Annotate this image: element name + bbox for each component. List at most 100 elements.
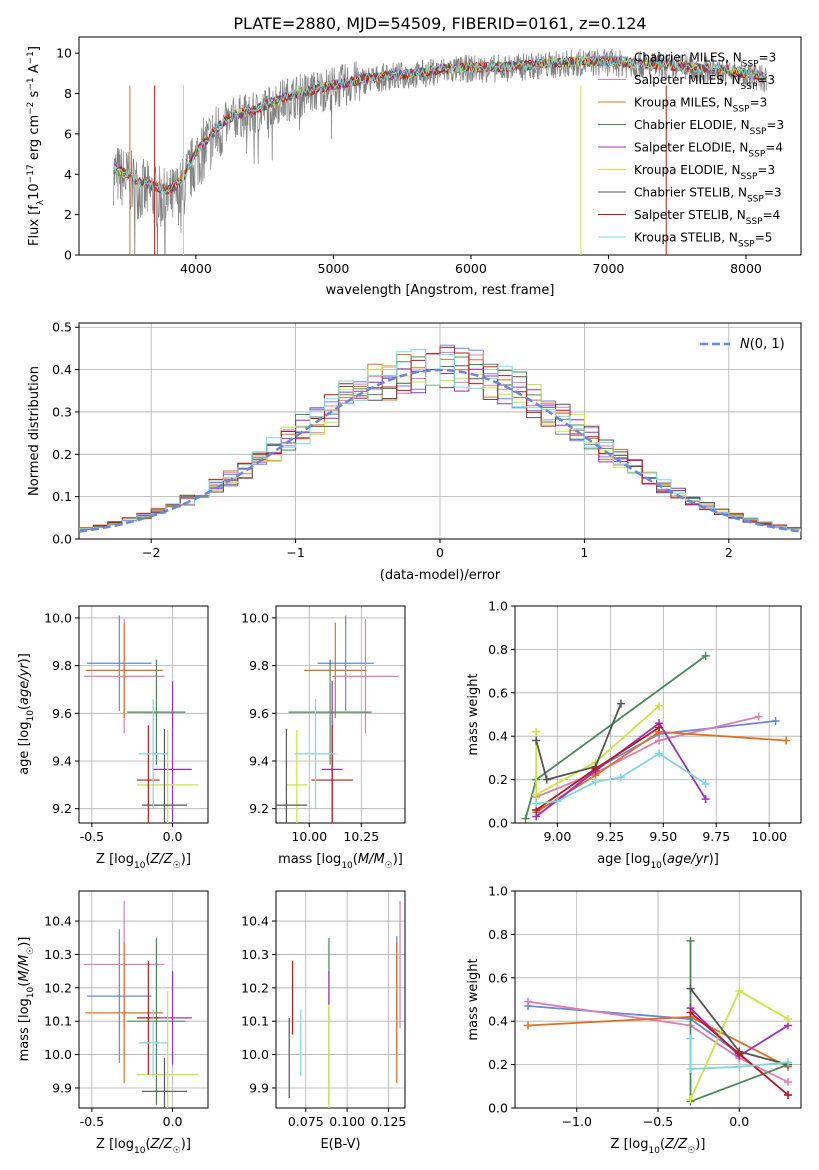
x-tick-label: 8000	[730, 261, 762, 276]
y-tick-label: 10.1	[44, 1014, 72, 1029]
mass-vs-ebv-axes: 0.075 0.100 0.125 9.9 10.0 10.1 10.2 10.3 10.4 E(…	[241, 890, 407, 1152]
mass-weight-vs-Z-axes: −1.0 −0.5 0.0 0.0 0.2 0.4 0.6 0.8 1.0 Z [log10(Z/…	[466, 884, 802, 1156]
normal-reference-curve	[79, 368, 801, 533]
y-tick-label: 9.9	[249, 1080, 269, 1095]
y-tick-label: 9.4	[52, 754, 72, 769]
x-tick-label: −1.0	[562, 1114, 592, 1129]
mass-vs-Z-axes: -0.5 0.0 9.9 10.0 10.1 10.2 10.3 10.4 Z [log10(Z…	[17, 890, 209, 1156]
age-vs-mass-axes: 10.00 10.25 9.2 9.4 9.6 9.8 10.0 mass [log10(M/…	[241, 605, 406, 871]
histogram-bars	[79, 344, 801, 533]
spectrum-legend: Chabrier MILES, NSSP=3 Salpeter MILES, NS…	[598, 51, 784, 250]
mass-weight-vs-Z-lines	[524, 936, 792, 1106]
x-tick-label: 0.125	[371, 1114, 407, 1129]
axes-frame	[275, 605, 406, 824]
weight-marker	[655, 701, 664, 710]
x-tick-label: 0.0	[163, 829, 183, 844]
weight-marker	[686, 1008, 695, 1017]
x-tick-label: 9.75	[702, 829, 730, 844]
y-tick-label: 9.8	[52, 658, 72, 673]
weight-marker	[686, 1064, 695, 1073]
x-tick-label: 6000	[455, 261, 487, 276]
age-vs-mass-errorbars	[276, 615, 399, 823]
legend-label: N(0, 1)	[740, 337, 785, 352]
y-tick-label: 10.2	[44, 980, 72, 995]
y-axis-label: age [log10(age/yr)]	[17, 653, 36, 775]
y-tick-label: 4	[64, 167, 72, 182]
legend-label: Chabrier MILES, NSSP=3	[634, 51, 776, 70]
weight-marker	[591, 777, 600, 786]
x-tick-label: −1	[286, 545, 304, 560]
mass-vs-Z-errorbars	[83, 901, 199, 1108]
y-tick-label: 10.3	[44, 947, 72, 962]
x-axis-label: Z [log10(Z/Z☉)]	[611, 1137, 706, 1156]
weight-series-6	[535, 703, 622, 781]
y-tick-label: 10.0	[241, 610, 269, 625]
y-tick-label: 10.2	[241, 980, 269, 995]
axes-frame	[275, 890, 406, 1109]
y-tick-label: 9.8	[249, 658, 269, 673]
weight-marker	[701, 795, 710, 804]
y-tick-label: 0.4	[488, 729, 508, 744]
weight-marker	[655, 736, 664, 745]
y-tick-label: 6	[64, 126, 72, 141]
y-tick-label: 9.6	[249, 706, 269, 721]
y-tick-label: 8	[64, 86, 72, 101]
weight-marker	[655, 749, 664, 758]
weight-marker	[532, 736, 541, 745]
weight-series-1	[535, 715, 759, 798]
y-tick-label: 0.5	[52, 320, 72, 335]
weight-marker	[735, 986, 744, 995]
x-tick-label: 1	[580, 545, 588, 560]
weight-marker	[784, 1090, 792, 1099]
weight-marker	[771, 717, 780, 726]
x-tick-label: 7000	[593, 261, 625, 276]
weight-marker	[784, 1015, 792, 1024]
residuals-axes: −2 −1 0 1 2 0.0 0.1 0.2 0.3 0.4 0.5 N(0, 1) (data-mo…	[27, 320, 802, 583]
y-tick-label: 10	[56, 46, 72, 61]
y-tick-label: 0.2	[488, 1057, 508, 1072]
legend-label: Kroupa MILES, NSSP=3	[634, 96, 767, 115]
weight-marker	[542, 775, 551, 784]
y-tick-label: 1.0	[488, 884, 508, 899]
legend-label: Kroupa ELODIE, NSSP=3	[634, 163, 775, 182]
axes-frame	[78, 890, 209, 1109]
x-tick-label: 10.00	[751, 829, 787, 844]
y-tick-label: 10.0	[241, 1047, 269, 1062]
x-axis-label: age [log10(age/yr)]	[597, 852, 719, 871]
weight-marker	[701, 779, 710, 788]
weight-marker	[754, 712, 763, 721]
legend-label: Chabrier STELIB, NSSP=3	[634, 186, 782, 205]
weight-marker	[686, 1034, 695, 1043]
y-tick-label: 9.6	[52, 706, 72, 721]
weight-series-4	[535, 721, 707, 818]
weight-marker	[591, 764, 600, 773]
weight-marker	[686, 936, 695, 945]
weight-marker	[532, 727, 541, 736]
axes-frame	[78, 322, 802, 540]
x-tick-label: 5000	[318, 261, 350, 276]
y-tick-label: 9.2	[249, 801, 269, 816]
mass-vs-ebv-errorbars	[288, 901, 401, 1108]
y-tick-label: 0.3	[52, 404, 72, 419]
weight-marker	[735, 1062, 744, 1071]
legend-label: Salpeter ELODIE, NSSP=4	[634, 141, 783, 160]
x-tick-label: 0.0	[729, 1114, 749, 1129]
y-tick-label: 9.4	[249, 754, 269, 769]
weight-series-5	[535, 705, 660, 797]
x-tick-label: 0.0	[163, 1114, 183, 1129]
weight-series-1	[527, 1000, 789, 1083]
x-tick-label: 10.25	[343, 829, 379, 844]
y-tick-label: 9.9	[52, 1080, 72, 1095]
weight-marker	[532, 790, 541, 799]
x-tick-label: 9.50	[649, 829, 677, 844]
weight-marker	[655, 723, 664, 732]
legend-label: Salpeter MILES, NSSP=3	[634, 73, 775, 92]
x-tick-label: -0.5	[80, 829, 104, 844]
weight-marker	[524, 997, 532, 1006]
x-tick-label: -0.5	[80, 1114, 104, 1129]
weight-series-3	[524, 655, 707, 819]
y-tick-label: 0.2	[488, 772, 508, 787]
axes-frame	[514, 890, 802, 1109]
spectrum-lines	[112, 48, 768, 255]
